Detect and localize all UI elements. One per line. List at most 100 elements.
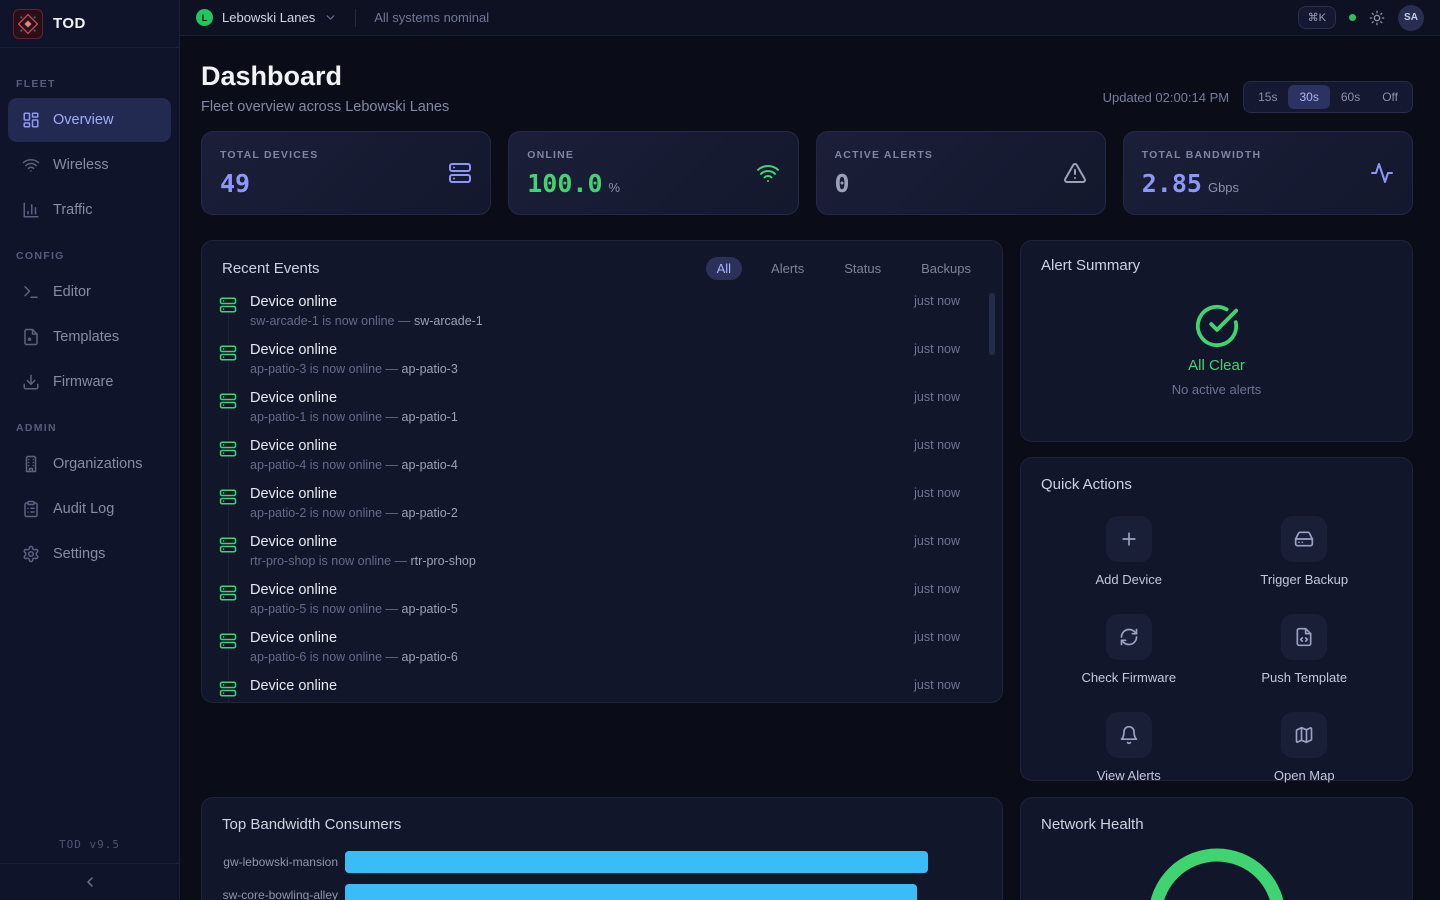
events-scrollbar[interactable] [989, 293, 995, 355]
recent-events-title: Recent Events [222, 260, 320, 277]
sidebar-item-label: Settings [53, 546, 106, 562]
bandwidth-panel: Top Bandwidth Consumers gw-lebowski-mans… [201, 797, 1003, 900]
tab-all[interactable]: All [705, 257, 743, 280]
view-alerts-button[interactable]: View Alerts [1041, 712, 1217, 783]
sidebar-item-settings[interactable]: Settings [8, 532, 171, 576]
bell-icon [1120, 725, 1138, 745]
sidebar-item-templates[interactable]: Templates [8, 315, 171, 359]
quick-action-label: Check Firmware [1081, 670, 1177, 685]
sidebar-item-label: Firmware [53, 374, 114, 390]
stat-value: 0 [834, 168, 850, 198]
bandwidth-bar [345, 884, 918, 900]
bandwidth-device-label: sw-core-bowling-alley [222, 888, 338, 900]
stat-unit: % [608, 179, 621, 195]
stat-label: ACTIVE ALERTS [834, 148, 934, 161]
health-score: 100 [1147, 847, 1287, 900]
check-firmware-button[interactable]: Check Firmware [1041, 614, 1217, 685]
event-row[interactable]: Device online ap-patio-3 is now online —… [219, 342, 982, 390]
stat-unit: Gbps [1207, 179, 1240, 195]
nav-section-config: CONFIG [16, 250, 65, 262]
page-title: Dashboard [201, 61, 343, 91]
org-avatar: L [196, 9, 213, 26]
tab-status[interactable]: Status [844, 261, 882, 276]
sidebar-item-label: Audit Log [53, 501, 115, 517]
quick-action-label: View Alerts [1096, 768, 1161, 783]
quick-action-label: Trigger Backup [1260, 572, 1349, 587]
event-sep: — [385, 362, 402, 376]
sidebar-item-audit-log[interactable]: Audit Log [8, 487, 171, 531]
theme-toggle-button[interactable] [1369, 10, 1385, 26]
clipboard-icon [24, 500, 38, 518]
event-row[interactable]: Device online ap-patio-2 is now online —… [219, 486, 982, 534]
event-device: ap-patio-2 [401, 506, 458, 520]
event-detail: ap-patio-6 is now online [250, 650, 383, 664]
event-row[interactable]: Device online sw-arcade-1 is now online … [219, 294, 982, 342]
event-sep: — [398, 314, 414, 328]
event-row[interactable]: Device online ap-patio-6 is now online —… [219, 630, 982, 678]
file-code-icon [1296, 627, 1312, 647]
page-subtitle: Fleet overview across Lebowski Lanes [201, 99, 450, 115]
event-title: Device online [250, 534, 338, 550]
sidebar-item-overview[interactable]: Overview [8, 98, 171, 142]
topbar: L Lebowski Lanes All systems nominal ⌘K … [180, 0, 1440, 36]
org-switcher[interactable]: L Lebowski Lanes [196, 9, 337, 26]
stat-value: 100.0 [527, 168, 603, 198]
event-sep: — [385, 650, 402, 664]
sidebar-item-label: Organizations [53, 456, 143, 472]
sun-icon [1369, 10, 1385, 25]
alert-summary-panel: Alert Summary All Clear No active alerts [1020, 240, 1413, 442]
server-icon [219, 680, 237, 698]
system-status-text: All systems nominal [374, 10, 490, 25]
event-row[interactable]: Device online just now [219, 678, 982, 702]
command-palette-button[interactable]: ⌘K [1297, 6, 1336, 29]
event-device: rtr-pro-shop [410, 554, 476, 568]
sidebar-item-label: Overview [53, 112, 114, 128]
trigger-backup-button[interactable]: Trigger Backup [1217, 516, 1393, 587]
health-gauge: 100 [1147, 847, 1287, 900]
sidebar-item-editor[interactable]: Editor [8, 270, 171, 314]
wifi-icon [22, 159, 40, 172]
event-detail: ap-patio-4 is now online [250, 458, 383, 472]
sidebar-item-label: Wireless [53, 157, 109, 173]
tab-alerts[interactable]: Alerts [771, 261, 805, 276]
sidebar-item-label: Editor [53, 284, 91, 300]
refresh-off-button[interactable]: Off [1371, 85, 1409, 109]
event-row[interactable]: Device online ap-patio-1 is now online —… [219, 390, 982, 438]
event-row[interactable]: Device online ap-patio-4 is now online —… [219, 438, 982, 486]
status-dot [1349, 14, 1356, 21]
event-title: Device online [250, 390, 338, 406]
bandwidth-row: gw-lebowski-mansion [222, 851, 982, 873]
bandwidth-title: Top Bandwidth Consumers [222, 816, 402, 833]
gauge-ring-icon [1150, 848, 1283, 900]
stat-value: 2.85 [1141, 168, 1202, 198]
event-row[interactable]: Device online rtr-pro-shop is now online… [219, 534, 982, 582]
sidebar-collapse-button[interactable] [0, 863, 179, 900]
event-title: Device online [250, 582, 338, 598]
plus-icon [1122, 532, 1136, 546]
sidebar-item-traffic[interactable]: Traffic [8, 188, 171, 232]
main-area: L Lebowski Lanes All systems nominal ⌘K … [180, 0, 1440, 900]
sidebar-nav: FLEET Overview Wireless Traffic CONFIG E… [0, 48, 179, 828]
server-icon [219, 488, 237, 506]
event-detail: sw-arcade-1 is now online [250, 314, 395, 328]
event-row[interactable]: Device online ap-patio-5 is now online —… [219, 582, 982, 630]
building-icon [25, 455, 37, 473]
open-map-button[interactable]: Open Map [1217, 712, 1393, 783]
nav-section-fleet: FLEET [16, 78, 56, 90]
event-detail: ap-patio-2 is now online [250, 506, 383, 520]
download-icon [23, 374, 39, 390]
sidebar-item-organizations[interactable]: Organizations [8, 442, 171, 486]
server-icon [219, 344, 237, 362]
event-title: Device online [250, 438, 338, 454]
user-avatar[interactable]: SA [1398, 4, 1424, 31]
event-title: Device online [250, 486, 338, 502]
tab-backups[interactable]: Backups [921, 261, 971, 276]
refresh-60s-button[interactable]: 60s [1330, 85, 1371, 109]
refresh-30s-button[interactable]: 30s [1288, 85, 1330, 109]
sidebar-item-wireless[interactable]: Wireless [8, 143, 171, 187]
sidebar-item-firmware[interactable]: Firmware [8, 360, 171, 404]
add-device-button[interactable]: Add Device [1041, 516, 1217, 587]
event-time: just now [914, 582, 960, 596]
refresh-15s-button[interactable]: 15s [1247, 85, 1288, 109]
push-template-button[interactable]: Push Template [1217, 614, 1393, 685]
